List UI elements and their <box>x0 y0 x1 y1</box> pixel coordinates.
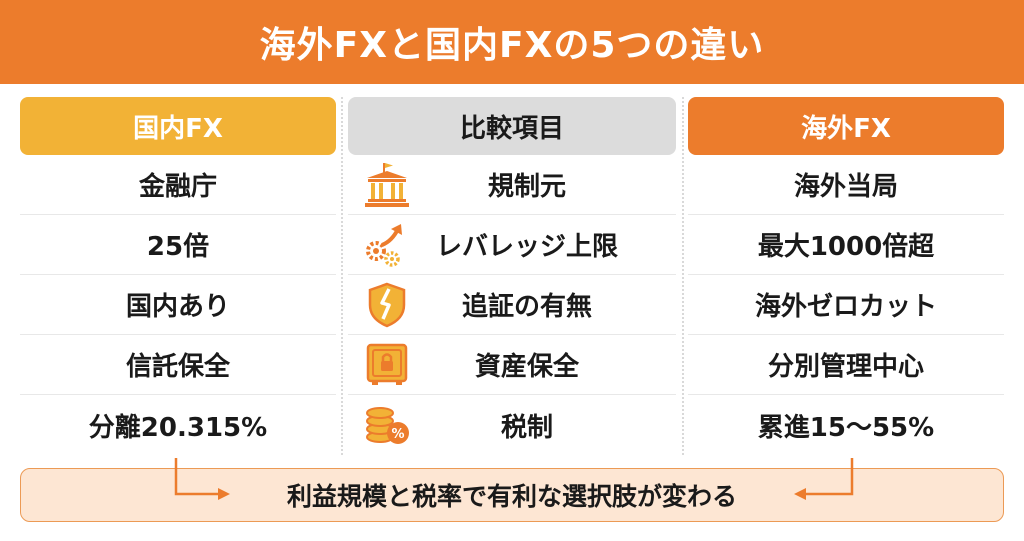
broken-shield-icon <box>368 282 406 328</box>
item-leverage-label: レバレッジ上限 <box>435 232 618 262</box>
overseas-margin-call: 海外ゼロカット <box>688 275 1004 335</box>
item-leverage: レバレッジ上限 <box>348 215 676 275</box>
overseas-asset-protection: 分別管理中心 <box>688 335 1004 395</box>
overseas-fx-header: 海外FX <box>688 97 1004 155</box>
overseas-fx-column: 海外FX 海外当局 最大1000倍超 海外ゼロカット 分別管理中心 累進15〜5… <box>688 97 1004 455</box>
domestic-fx-header: 国内FX <box>20 97 336 155</box>
domestic-tax: 分離20.315% <box>88 412 268 443</box>
item-tax-label: 税制 <box>500 412 553 443</box>
item-asset-protection: 資産保全 <box>348 335 676 395</box>
domestic-margin-call: 国内あり <box>20 275 336 335</box>
comparison-items-column: 比較項目 規制元 レバレッジ上限 <box>348 97 676 455</box>
coins-percent-icon: % <box>366 407 409 444</box>
summary-text: 利益規模と税率で有利な選択肢が変わる <box>286 482 737 511</box>
column-divider-left <box>341 97 343 455</box>
item-regulator-label: 規制元 <box>487 172 566 202</box>
overseas-tax: 累進15〜55% <box>757 412 935 443</box>
title-banner: 海外FXと国内FXの5つの違い <box>0 0 1024 84</box>
overseas-leverage: 最大1000倍超 <box>688 215 1004 275</box>
item-margin-call-label: 追証の有無 <box>461 292 592 322</box>
svg-text:%: % <box>391 427 404 442</box>
overseas-regulator: 海外当局 <box>688 155 1004 215</box>
page-title: 海外FXと国内FXの5つの違い <box>259 25 765 66</box>
domestic-asset-protection: 信託保全 <box>20 335 336 395</box>
item-margin-call: 追証の有無 <box>348 275 676 335</box>
bank-icon <box>365 163 409 207</box>
domestic-leverage: 25倍 <box>20 215 336 275</box>
domestic-regulator: 金融庁 <box>20 155 336 215</box>
item-regulator: 規制元 <box>348 155 676 215</box>
gears-growth-arrow-icon <box>366 224 402 267</box>
safe-lock-icon <box>366 343 408 385</box>
column-divider-right <box>682 97 684 455</box>
comparison-items-header: 比較項目 <box>348 97 676 155</box>
item-asset-protection-label: 資産保全 <box>474 352 579 382</box>
summary-box: 利益規模と税率で有利な選択肢が変わる <box>20 468 1004 522</box>
item-tax: % 税制 <box>348 395 676 455</box>
domestic-fx-column: 国内FX 金融庁 25倍 国内あり 信託保全 分離20.315% <box>20 97 336 455</box>
